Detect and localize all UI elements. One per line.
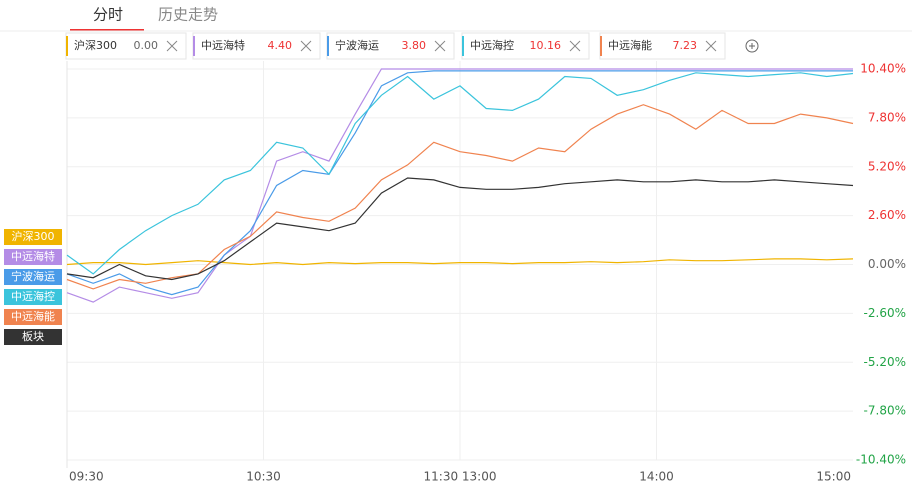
legend-value: 0.00 [134, 39, 159, 52]
tab-underline [70, 29, 144, 31]
x-tick-label: 11:30 13:00 [424, 470, 497, 484]
x-tick-label: 09:30 [69, 470, 104, 484]
add-icon[interactable] [745, 39, 759, 53]
x-tick-label: 14:00 [639, 470, 674, 484]
legend-swatch [462, 36, 464, 56]
series-line [66, 70, 853, 296]
legend-close[interactable] [434, 40, 446, 52]
legend-close[interactable] [705, 40, 717, 52]
legend-name: 中远海控 [470, 38, 514, 52]
end-label-bg [4, 309, 62, 325]
legend-swatch [600, 36, 602, 56]
legend-box [461, 32, 590, 60]
series-line [66, 258, 854, 266]
end-label-bg [4, 269, 62, 285]
y-tick-label: -2.60% [864, 306, 906, 320]
series-line [66, 72, 854, 275]
tab-active[interactable]: 分时 [93, 6, 123, 24]
y-tick-label: 7.80% [868, 110, 906, 124]
legend-name: 宁波海运 [335, 38, 379, 52]
legend-name: 沪深300 [74, 38, 117, 52]
series-line [66, 177, 854, 281]
end-label: 中远海能 [11, 309, 55, 323]
legend-value: 10.16 [530, 39, 562, 52]
y-tick-label: 10.40% [860, 62, 906, 76]
legend-value: 4.40 [268, 39, 293, 52]
end-label-bg [4, 249, 62, 265]
add-icon-plus [749, 43, 755, 49]
end-label: 板块 [22, 329, 44, 343]
legend-box [326, 32, 455, 60]
legend-value: 3.80 [402, 39, 427, 52]
end-label-bg [4, 329, 62, 345]
y-tick-label: 5.20% [868, 159, 906, 173]
end-label-bg [4, 289, 62, 305]
legend-name: 中远海能 [608, 38, 652, 52]
series-line [66, 68, 853, 303]
y-tick-label: -10.40% [856, 453, 906, 467]
legend-swatch [193, 36, 195, 56]
legend-swatch [66, 36, 68, 56]
legend-name: 中远海特 [201, 38, 245, 52]
end-label-bg [4, 229, 62, 245]
end-label: 宁波海运 [11, 269, 55, 283]
tab[interactable]: 历史走势 [158, 6, 218, 24]
legend-close[interactable] [569, 40, 581, 52]
legend-close[interactable] [300, 40, 312, 52]
legend-close[interactable] [166, 40, 178, 52]
x-tick-label: 10:30 [246, 470, 281, 484]
y-tick-label: -5.20% [864, 355, 906, 369]
y-tick-label: 0.00% [868, 257, 906, 271]
end-label: 中远海特 [11, 249, 55, 263]
end-label: 中远海控 [11, 289, 55, 303]
legend-value: 7.23 [673, 39, 698, 52]
y-tick-label: 2.60% [868, 208, 906, 222]
y-tick-label: -7.80% [864, 404, 906, 418]
x-tick-label: 15:00 [816, 470, 851, 484]
legend-swatch [327, 36, 329, 56]
end-label: 沪深300 [12, 229, 55, 243]
